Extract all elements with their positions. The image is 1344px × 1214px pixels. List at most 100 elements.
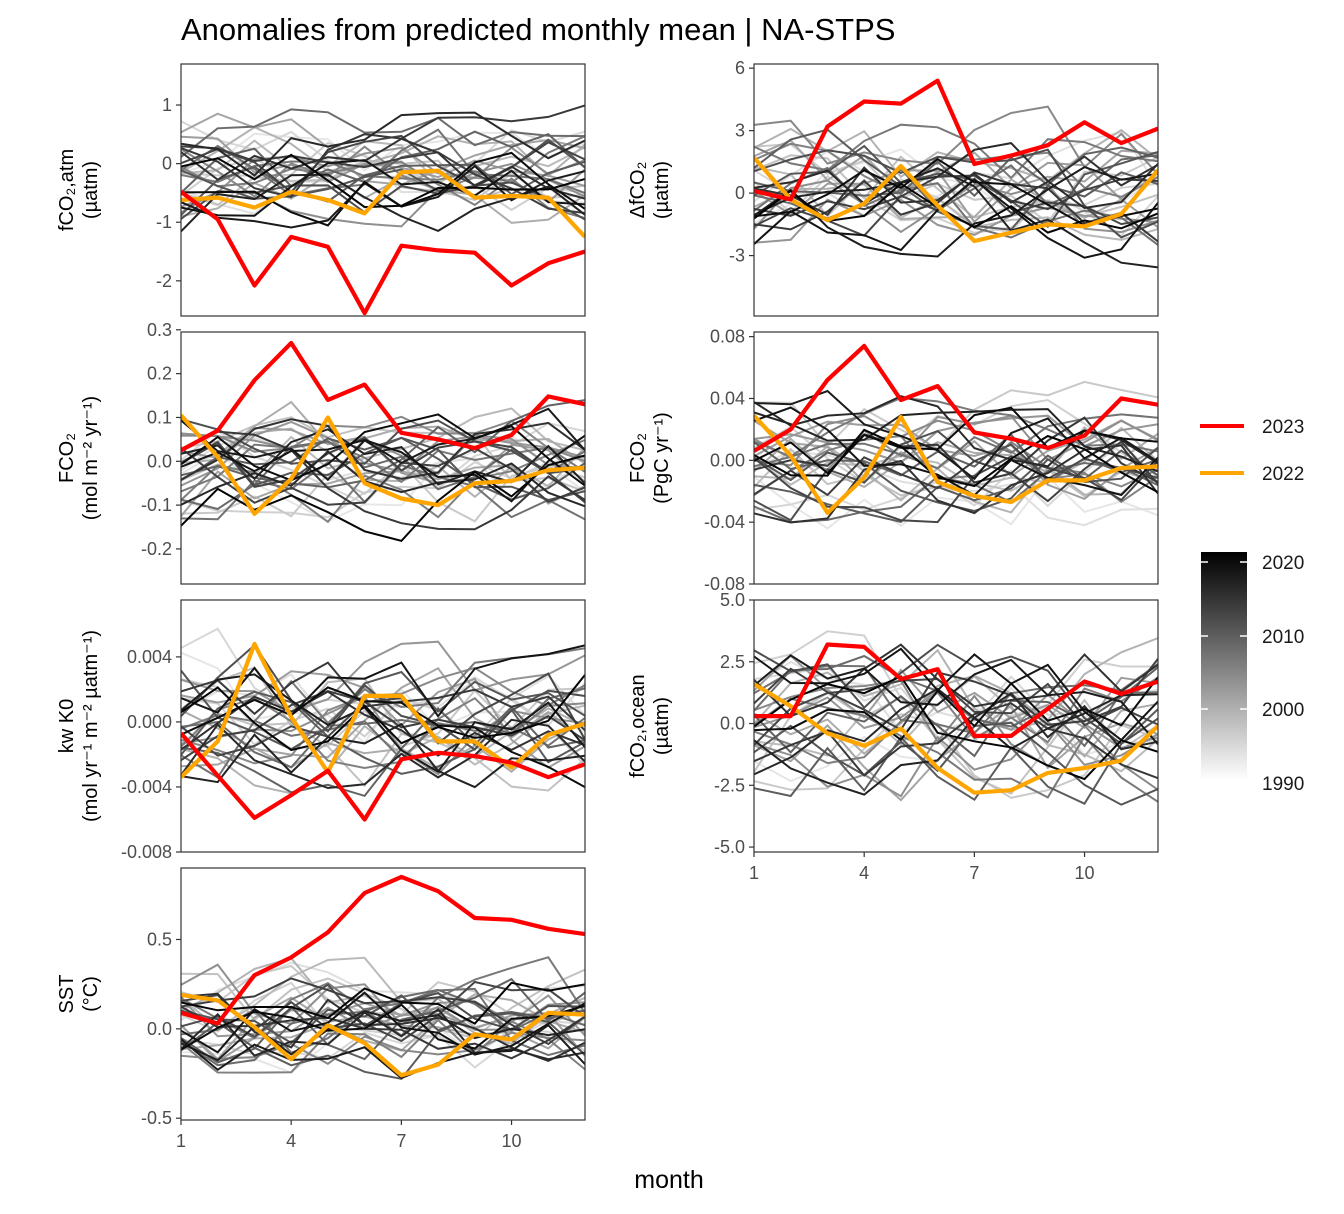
series-line-2023 bbox=[754, 642, 1158, 739]
year-line bbox=[181, 1009, 585, 1080]
year-line bbox=[754, 142, 1158, 210]
panel-border bbox=[753, 599, 1159, 853]
highlight-series bbox=[181, 641, 585, 822]
year-line bbox=[181, 661, 585, 731]
year-line bbox=[181, 434, 585, 503]
colorbar-ticks bbox=[1201, 561, 1247, 710]
y-tick-label: -5.0 bbox=[714, 837, 745, 857]
series-line-2023 bbox=[181, 874, 585, 1026]
colorbar-label-2010: 2010 bbox=[1262, 627, 1304, 648]
figure-title: Anomalies from predicted monthly mean | … bbox=[181, 12, 895, 47]
y-tick-label: 3 bbox=[735, 121, 745, 141]
x-axis-label: month bbox=[634, 1166, 703, 1194]
x-tick-label: 4 bbox=[859, 863, 869, 883]
year-line bbox=[754, 693, 1158, 796]
year-line bbox=[754, 691, 1158, 795]
year-line bbox=[181, 644, 585, 718]
year-line bbox=[181, 696, 585, 767]
x-tick-label: 1 bbox=[176, 1131, 186, 1151]
year-line bbox=[181, 440, 585, 511]
panel-border bbox=[180, 331, 586, 585]
panel-border bbox=[180, 63, 586, 317]
year-line bbox=[181, 153, 585, 209]
y-tick-label: 0.004 bbox=[127, 647, 172, 667]
year-line bbox=[754, 167, 1158, 269]
year-line bbox=[754, 429, 1158, 522]
panel-border bbox=[180, 599, 586, 853]
year-line bbox=[181, 436, 585, 501]
y-tick-label: 5.0 bbox=[720, 590, 745, 610]
background-year-lines bbox=[754, 380, 1158, 530]
series-line-2022 bbox=[181, 641, 585, 779]
x-tick-label: 7 bbox=[969, 863, 979, 883]
y-tick-label: -3 bbox=[729, 246, 745, 266]
year-line bbox=[754, 676, 1158, 765]
panel-5: 0.004 0.000 -0.004 -0.008 kw K0 (mol yr⁻¹ m⁻²… bbox=[56, 599, 586, 862]
y-tick-label: 0 bbox=[735, 183, 745, 203]
y-tick-label: 2.5 bbox=[720, 652, 745, 672]
y-tick-label: 0.0 bbox=[720, 714, 745, 734]
year-line bbox=[754, 155, 1158, 216]
year-line bbox=[181, 669, 585, 751]
year-line bbox=[181, 670, 585, 769]
y-tick-label: -0.004 bbox=[121, 777, 172, 797]
y-axis-title: ΔfCO₂ (µatm) bbox=[627, 161, 673, 219]
year-line bbox=[181, 1023, 585, 1080]
year-line bbox=[181, 407, 585, 482]
colorbar-label-1990: 1990 bbox=[1262, 774, 1304, 795]
year-line bbox=[181, 640, 585, 713]
y-tick-label: -0.08 bbox=[704, 574, 745, 594]
y-tick-label: -1 bbox=[156, 212, 172, 232]
year-line bbox=[754, 389, 1158, 481]
y-tick-label: 0.0 bbox=[147, 451, 172, 471]
year-line bbox=[181, 712, 585, 792]
y-tick-label: -0.04 bbox=[704, 512, 745, 532]
year-line bbox=[181, 722, 585, 789]
series-line-2022 bbox=[754, 414, 1158, 516]
year-line bbox=[181, 104, 585, 199]
panel-border bbox=[753, 63, 1159, 317]
y-tick-label: -0.008 bbox=[121, 842, 172, 862]
year-line bbox=[181, 447, 585, 506]
year-line bbox=[181, 674, 585, 752]
year-line bbox=[181, 450, 585, 508]
y-tick-label: 0.0 bbox=[147, 1019, 172, 1039]
y-axis-title: FCO₂ (mol m⁻² yr⁻¹) bbox=[56, 396, 102, 520]
year-line bbox=[181, 690, 585, 775]
highlight-series bbox=[181, 340, 585, 517]
series-line-2022 bbox=[754, 682, 1158, 795]
y-tick-label: -0.2 bbox=[141, 539, 172, 559]
year-line bbox=[181, 977, 585, 1064]
highlight-series bbox=[181, 874, 585, 1078]
year-line bbox=[181, 427, 585, 499]
year-line bbox=[754, 406, 1158, 497]
panel-3: 0.3 0.2 0.1 0.0 -0.1 -0.2 FCO₂ (mol m⁻² yr⁻¹) bbox=[56, 320, 586, 585]
highlight-series bbox=[181, 168, 585, 316]
y-tick-label: 0.5 bbox=[147, 929, 172, 949]
y-tick-label: 0.1 bbox=[147, 407, 172, 427]
series-line-2022 bbox=[181, 168, 585, 239]
year-line bbox=[181, 111, 585, 177]
year-line bbox=[754, 178, 1158, 259]
y-tick-label: 0.3 bbox=[147, 320, 172, 340]
colorbar bbox=[1201, 552, 1247, 780]
year-line bbox=[181, 400, 585, 465]
y-tick-label: 6 bbox=[735, 58, 745, 78]
year-line bbox=[754, 413, 1158, 470]
year-line bbox=[181, 981, 585, 1025]
highlight-series bbox=[754, 78, 1158, 244]
year-line bbox=[754, 643, 1158, 718]
y-tick-label: 1 bbox=[162, 95, 172, 115]
year-line bbox=[754, 123, 1158, 180]
year-line bbox=[754, 440, 1158, 503]
background-year-lines bbox=[181, 627, 585, 798]
y-axis-title: fCO₂,ocean (µatm) bbox=[627, 674, 673, 777]
y-tick-label: -2.5 bbox=[714, 775, 745, 795]
y-tick-label: -2 bbox=[156, 271, 172, 291]
y-tick-label: 0.000 bbox=[127, 712, 172, 732]
year-line bbox=[181, 135, 585, 187]
panel-1: 1 0 -1 -2 fCO₂,atm (µatm) bbox=[56, 63, 586, 317]
year-line bbox=[181, 1018, 585, 1074]
x-tick-label: 1 bbox=[749, 863, 759, 883]
